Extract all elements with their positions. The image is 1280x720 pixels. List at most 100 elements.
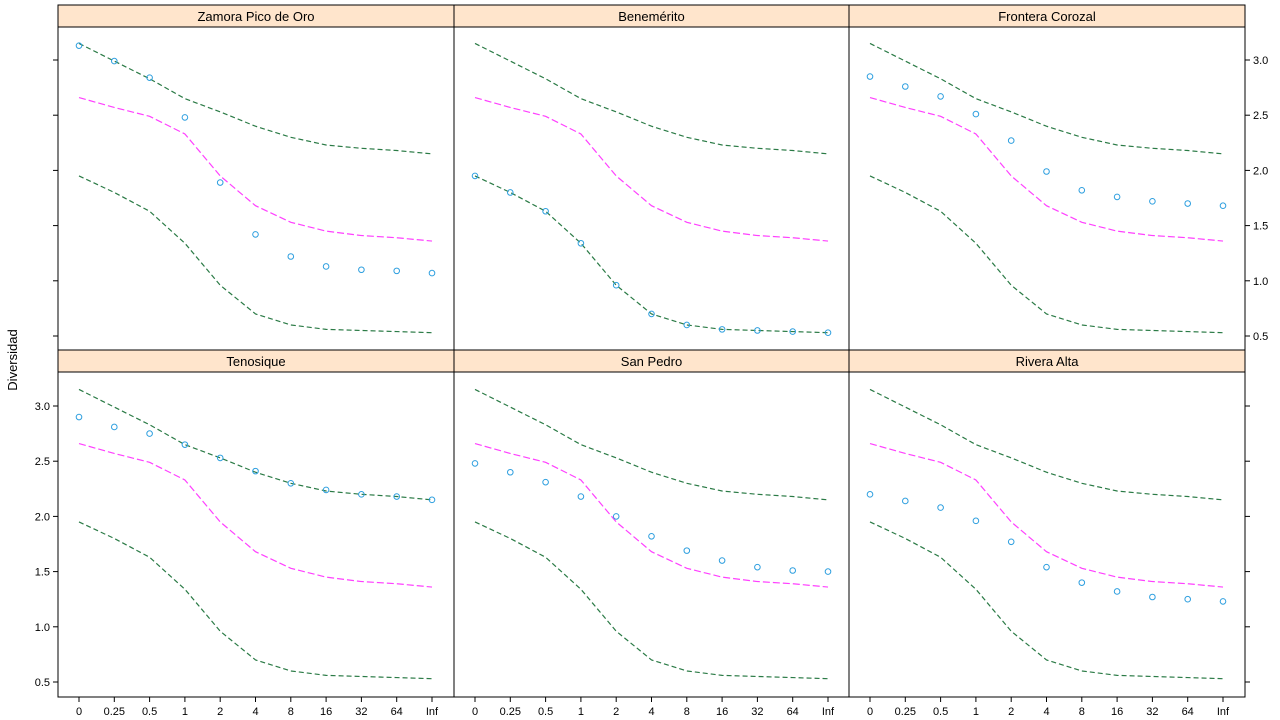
data-point — [612, 513, 620, 520]
data-point — [358, 266, 365, 274]
lower-envelope-line — [474, 175, 829, 334]
panel-tenosique: Tenosique 0.5 1.0 1.5 2.0 2.5 3.0 0 0.25 0.5 1 2 4 8 1… — [35, 349, 455, 718]
lower-envelope-line — [78, 175, 433, 334]
data-point — [393, 267, 401, 275]
x-tick-label: 2 — [217, 706, 223, 718]
upper-envelope-line — [869, 42, 1224, 155]
data-point — [1007, 538, 1015, 546]
data-point — [216, 179, 224, 186]
data-point — [972, 110, 980, 118]
data-point — [181, 114, 189, 121]
expected-line — [78, 442, 433, 588]
data-point — [471, 172, 479, 180]
y-tick-label: 1.0 — [1253, 276, 1268, 288]
data-point — [75, 42, 83, 49]
data-point — [789, 567, 797, 574]
upper-envelope-line — [78, 388, 433, 501]
x-tick-label: 64 — [787, 706, 799, 718]
data-point — [754, 327, 761, 334]
data-point — [648, 310, 655, 318]
data-point — [287, 253, 295, 260]
x-tick-label: 0.25 — [104, 706, 125, 718]
x-tick-label: 32 — [751, 706, 763, 718]
data-point — [428, 496, 436, 504]
data-point — [111, 423, 118, 431]
panel-frame — [848, 26, 1246, 351]
upper-envelope-line — [474, 388, 829, 501]
y-tick-label: 1.5 — [35, 567, 50, 579]
data-point — [428, 269, 436, 277]
x-tick-label: 16 — [716, 706, 728, 718]
y-tick-label: 0.5 — [35, 677, 50, 689]
data-point — [181, 441, 189, 448]
x-tick-label: 2 — [613, 706, 619, 718]
expected-line — [474, 442, 829, 588]
x-tick-label: 1 — [182, 706, 188, 718]
data-point — [507, 468, 514, 476]
x-tick-label: 4 — [648, 706, 654, 718]
lower-envelope-line — [869, 175, 1224, 334]
x-tick-label: 2 — [1008, 706, 1014, 718]
data-point — [1184, 200, 1191, 207]
panel-rivera-alta: Rivera Alta 0 0.25 0.5 1 2 4 8 16 32 64 Inf — [848, 349, 1250, 718]
x-tick-label: 32 — [1146, 706, 1158, 718]
data-point — [972, 517, 980, 525]
data-point — [146, 74, 153, 81]
data-point — [683, 321, 691, 329]
expected-line — [869, 96, 1224, 242]
panel-frame — [57, 26, 455, 351]
x-tick-label: 32 — [355, 706, 367, 718]
panel-title: Rivera Alta — [1016, 354, 1080, 369]
data-point — [577, 493, 585, 500]
data-point — [542, 207, 549, 215]
data-point — [75, 413, 83, 421]
data-point — [1043, 563, 1050, 571]
data-point — [1078, 186, 1086, 194]
y-tick-label: 1.0 — [35, 622, 50, 634]
data-point — [612, 281, 620, 289]
lower-envelope-line — [78, 521, 433, 680]
x-tick-label: 0 — [472, 706, 478, 718]
y-tick-label: 2.5 — [1253, 110, 1268, 122]
x-tick-label: 0.25 — [895, 706, 916, 718]
data-point — [902, 83, 909, 90]
y-axis-label: Diversidad — [5, 329, 20, 390]
data-point — [322, 263, 330, 270]
y-tick-label: 2.0 — [1253, 165, 1268, 177]
panel-frame — [453, 371, 850, 698]
x-tick-label: 64 — [1182, 706, 1194, 718]
y-tick-label: 2.5 — [35, 456, 50, 468]
data-point — [754, 563, 761, 571]
data-point — [683, 547, 691, 554]
data-point — [146, 430, 153, 437]
panel-title: San Pedro — [621, 354, 682, 369]
x-tick-label: 8 — [288, 706, 294, 718]
data-point — [824, 568, 832, 575]
y-tick-label: 3.0 — [35, 401, 50, 413]
x-tick-label: Inf — [822, 706, 835, 718]
panel-title: Tenosique — [226, 354, 285, 369]
x-tick-label: 4 — [1043, 706, 1049, 718]
upper-envelope-line — [474, 42, 829, 155]
panel-title: Benemérito — [618, 9, 684, 24]
data-point — [1219, 202, 1227, 210]
panel-frame — [848, 371, 1246, 698]
y-tick-label: 2.0 — [35, 511, 50, 523]
data-point — [1007, 137, 1015, 144]
data-point — [866, 73, 874, 80]
data-point — [1184, 595, 1191, 603]
data-point — [393, 493, 401, 500]
panel-title: Zamora Pico de Oro — [197, 9, 314, 24]
expected-line — [474, 96, 829, 242]
panel-san-pedro: San Pedro 0 0.25 0.5 1 2 4 8 16 32 64 Inf — [453, 349, 850, 718]
data-point — [471, 460, 479, 467]
data-point — [1219, 598, 1227, 605]
x-tick-label: 1 — [973, 706, 979, 718]
data-point — [111, 57, 118, 65]
panel-benem-rito: Benemérito — [453, 4, 850, 351]
panel-frontera-corozal: Frontera Corozal 0.5 1.0 1.5 2.0 2.5 3.0 — [848, 4, 1268, 351]
data-point — [252, 467, 259, 475]
data-point — [718, 326, 726, 333]
data-point — [542, 478, 549, 486]
